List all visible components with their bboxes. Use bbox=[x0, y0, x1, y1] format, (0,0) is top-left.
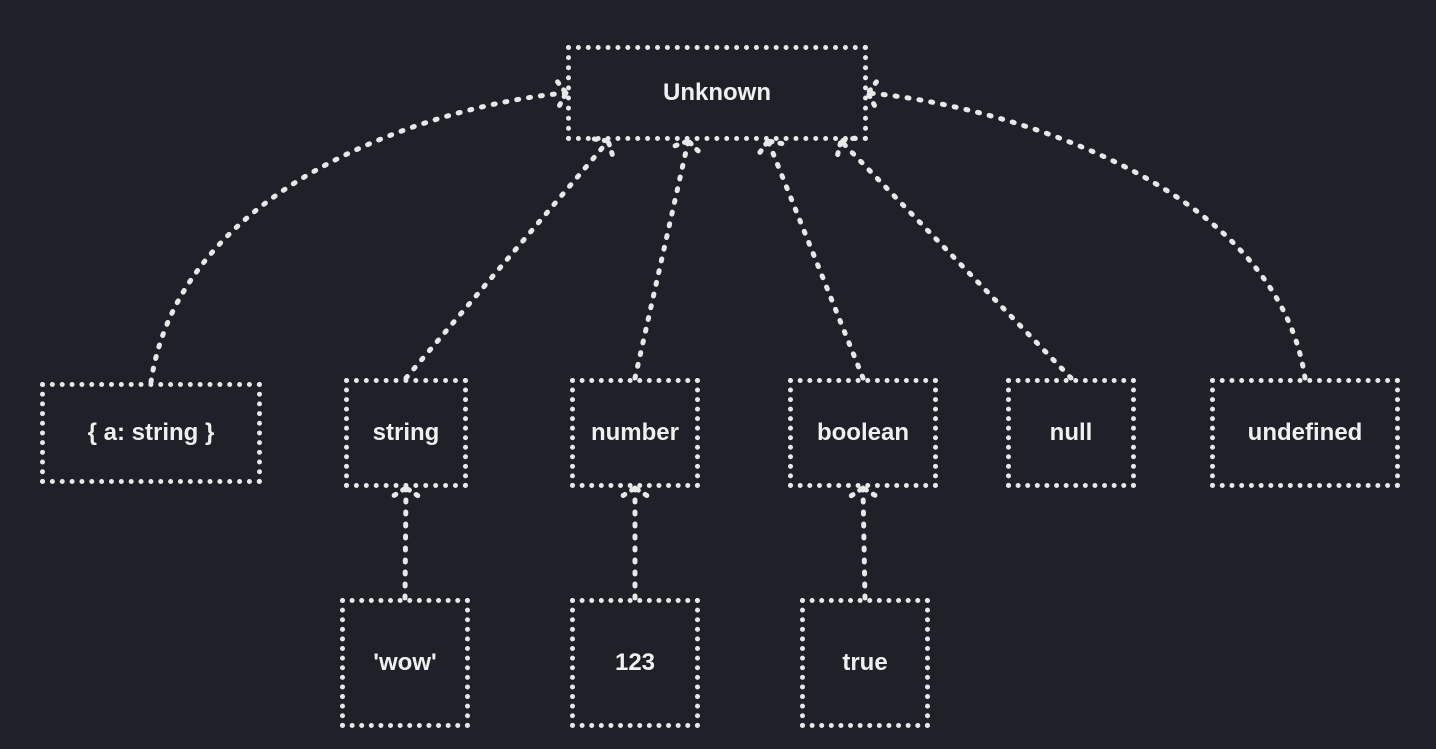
node-label: boolean bbox=[817, 419, 909, 447]
node-undefined: undefined bbox=[1210, 378, 1400, 488]
arrowhead-icon bbox=[675, 141, 698, 151]
arrowhead-icon bbox=[594, 139, 612, 154]
node-unknown: Unknown bbox=[566, 45, 868, 141]
edge-boolean-to-unknown bbox=[768, 141, 863, 378]
arrowhead-icon bbox=[558, 82, 566, 106]
node-wow: 'wow' bbox=[340, 598, 470, 728]
edge-string-to-unknown bbox=[406, 141, 608, 378]
arrowhead-icon bbox=[868, 82, 876, 106]
edge-true-to-boolean bbox=[863, 488, 865, 598]
edge-wow-to-string bbox=[405, 488, 406, 598]
node-label: Unknown bbox=[663, 79, 771, 107]
edge-object-to-unknown bbox=[151, 93, 566, 382]
node-label: { a: string } bbox=[88, 419, 215, 447]
node-label: number bbox=[591, 419, 679, 447]
arrowhead-icon bbox=[760, 141, 782, 152]
node-label: string bbox=[373, 419, 440, 447]
edge-undefined-to-unknown bbox=[868, 93, 1305, 378]
node-label: true bbox=[842, 649, 887, 677]
diagram-stage: Unknown { a: string } string number bool… bbox=[0, 0, 1436, 749]
node-label: undefined bbox=[1248, 419, 1363, 447]
node-label: 123 bbox=[615, 649, 655, 677]
node-label: null bbox=[1050, 419, 1093, 447]
node-true: true bbox=[800, 598, 930, 728]
node-object: { a: string } bbox=[40, 382, 262, 484]
node-number: number bbox=[570, 378, 700, 488]
node-null: null bbox=[1006, 378, 1136, 488]
node-string: string bbox=[344, 378, 468, 488]
arrowhead-icon bbox=[851, 488, 875, 496]
node-123: 123 bbox=[570, 598, 700, 728]
edge-number-to-unknown bbox=[635, 141, 688, 378]
node-boolean: boolean bbox=[788, 378, 938, 488]
edge-null-to-unknown bbox=[841, 141, 1071, 378]
node-label: 'wow' bbox=[373, 649, 436, 677]
arrowhead-icon bbox=[394, 488, 418, 496]
arrowhead-icon bbox=[623, 488, 647, 496]
